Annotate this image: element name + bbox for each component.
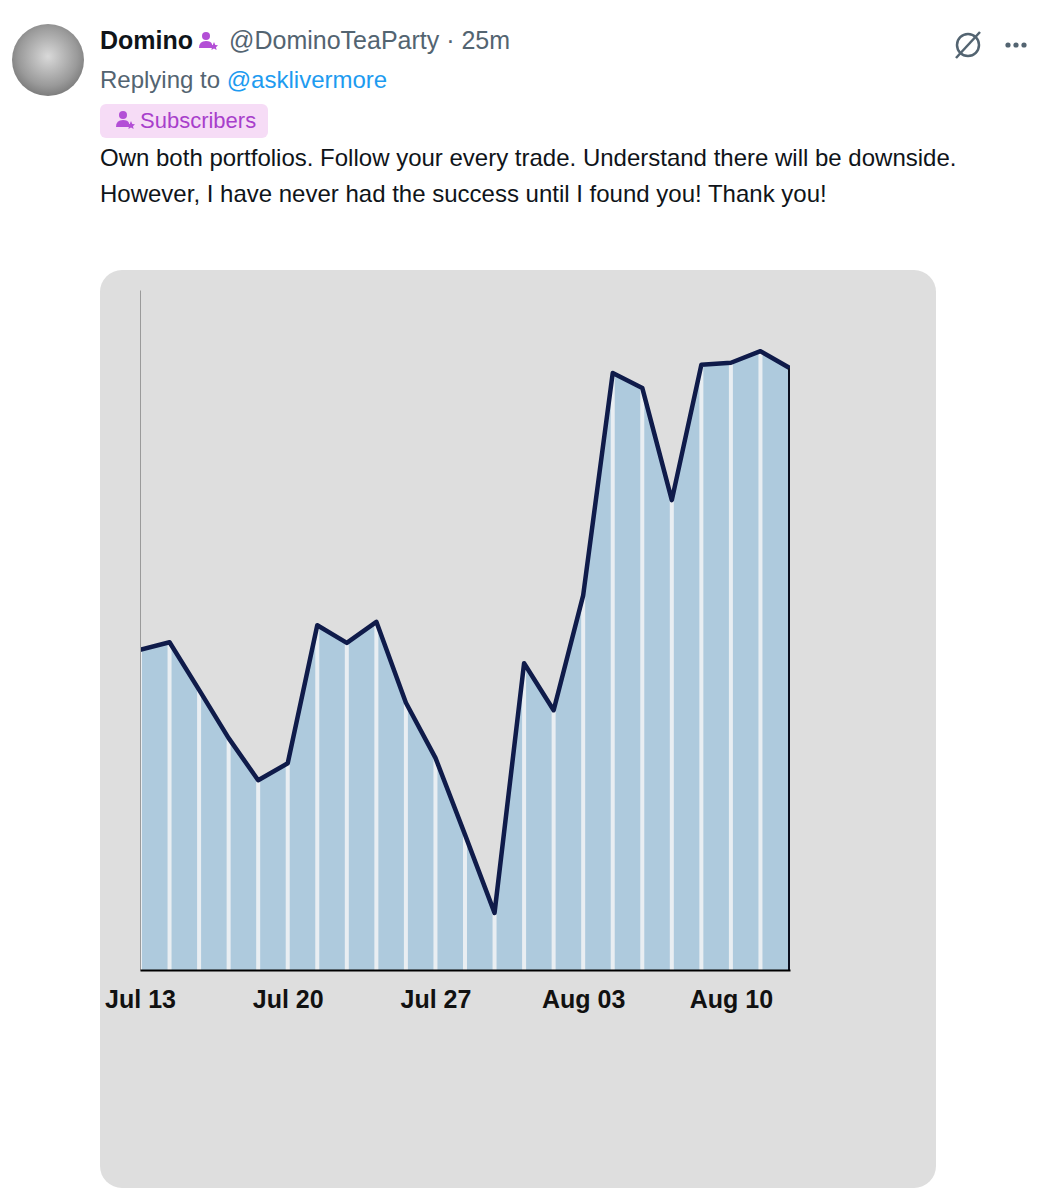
subscriber-icon — [114, 109, 136, 131]
x-axis: Jul 13 Jul 20 Jul 27 Aug 03 Aug 10 — [105, 970, 790, 1013]
x-tick-label: Aug 10 — [690, 985, 773, 1013]
subscriber-icon — [197, 30, 219, 52]
point-drop-line — [374, 622, 378, 970]
x-tick-label: Jul 13 — [105, 985, 176, 1013]
more-dot[interactable] — [1021, 42, 1026, 47]
point-drop-line — [640, 388, 644, 970]
badge-icon — [110, 108, 140, 133]
point-drop-line — [581, 595, 585, 970]
grok-icon-slash — [956, 32, 980, 58]
chart: Jul 13 Jul 20 Jul 27 Aug 03 Aug 10 — [100, 270, 936, 1188]
name-line: Domino @DominoTeaParty · 25m — [100, 26, 510, 55]
y-axis — [140, 291, 141, 971]
x-tick: Jul 27 — [401, 970, 472, 1013]
handle-time[interactable]: @DominoTeaParty · 25m — [229, 26, 510, 54]
point-drop-line — [227, 738, 231, 970]
point-drop-line — [197, 690, 201, 970]
point-drop-line — [404, 703, 408, 970]
plot-area — [140, 351, 790, 970]
area-edge — [788, 368, 790, 970]
point-drop-line — [493, 913, 497, 970]
chart-card[interactable]: Jul 13 Jul 20 Jul 27 Aug 03 Aug 10 — [100, 270, 936, 1188]
x-tick-label: Aug 03 — [542, 985, 625, 1013]
point-drop-line — [286, 763, 290, 970]
badge-text: Subscribers — [140, 108, 256, 133]
post-text: Own both portfolios. Follow your every t… — [100, 140, 1020, 212]
subscriber-icon-wrap — [193, 26, 223, 54]
x-tick: Jul 13 — [105, 970, 176, 1013]
point-drop-line — [699, 365, 703, 970]
y-axis-line — [140, 291, 141, 971]
x-tick: Aug 10 — [690, 970, 773, 1013]
more-dot[interactable] — [1005, 42, 1010, 47]
point-drop-line — [670, 500, 674, 970]
avatar[interactable] — [12, 24, 84, 96]
display-name[interactable]: Domino — [100, 26, 193, 54]
more-dot[interactable] — [1013, 42, 1018, 47]
header-icons — [950, 28, 1040, 62]
reply-line: Replying to @asklivermore — [100, 66, 387, 94]
point-drop-line — [611, 373, 615, 970]
x-tick-label: Jul 27 — [401, 985, 472, 1013]
reply-prefix: Replying to — [100, 66, 220, 93]
x-tick-label: Jul 20 — [253, 985, 324, 1013]
line — [140, 351, 790, 913]
x-tick: Jul 20 — [253, 970, 324, 1013]
point-drop-line — [522, 663, 526, 970]
point-drop-line — [552, 710, 556, 970]
point-drop-line — [345, 643, 349, 970]
point-drop-line — [758, 351, 762, 970]
area — [140, 351, 790, 970]
point-drop-line — [788, 368, 790, 970]
point-drop-line — [463, 835, 467, 970]
point-drop-line — [433, 758, 437, 970]
point-drop-line — [315, 625, 319, 970]
space — [220, 66, 227, 93]
point-drop-line — [729, 363, 733, 970]
point-drop-line — [256, 780, 260, 970]
point-drop-line — [168, 642, 172, 970]
x-tick: Aug 03 — [542, 970, 625, 1013]
x-axis-line — [141, 970, 791, 972]
reply-handle[interactable]: @asklivermore — [227, 66, 387, 93]
subscriber-badge: Subscribers — [100, 104, 268, 138]
